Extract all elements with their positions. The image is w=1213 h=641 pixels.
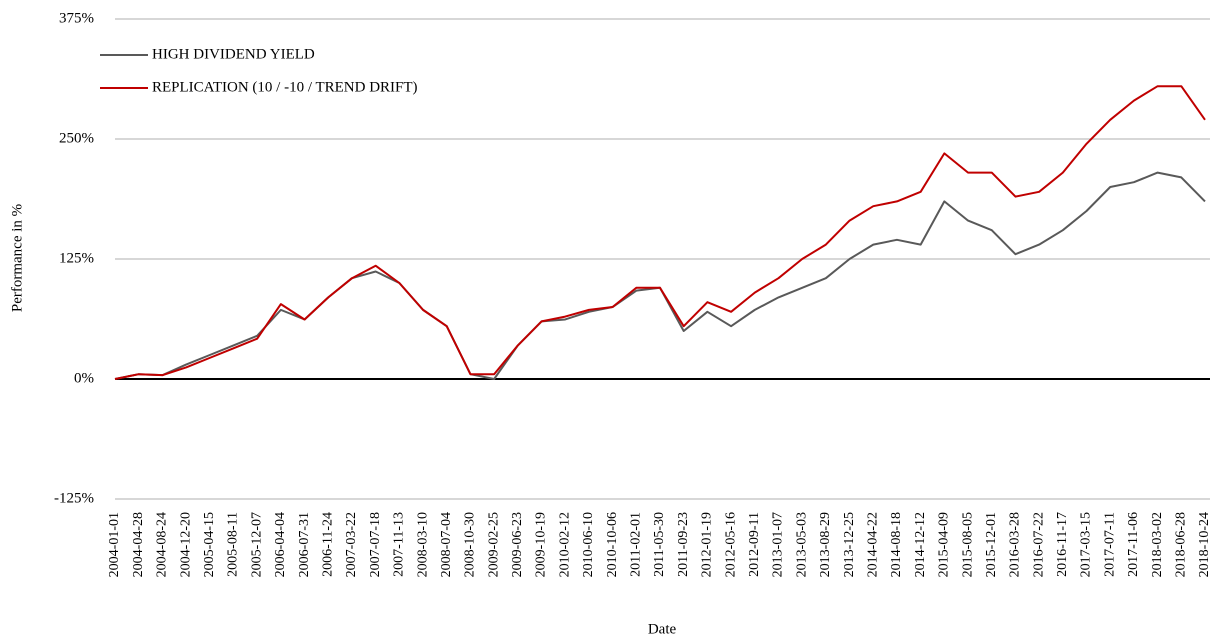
y-tick-label: 0% bbox=[74, 370, 94, 386]
x-tick-label: 2007-11-13 bbox=[392, 512, 407, 577]
x-tick-label: 2014-04-22 bbox=[865, 512, 880, 577]
legend-label: HIGH DIVIDEND YIELD bbox=[152, 46, 315, 62]
x-tick-label: 2008-10-30 bbox=[463, 512, 478, 577]
x-tick-label: 2013-08-29 bbox=[818, 512, 833, 577]
x-tick-label: 2011-02-01 bbox=[629, 512, 644, 577]
x-tick-label: 2012-01-19 bbox=[700, 512, 715, 577]
x-tick-label: 2014-12-12 bbox=[913, 512, 928, 577]
legend-label: REPLICATION (10 / -10 / TREND DRIFT) bbox=[152, 79, 418, 95]
x-tick-label: 2010-06-10 bbox=[581, 512, 596, 577]
x-tick-label: 2011-09-23 bbox=[676, 512, 691, 577]
x-tick-label: 2017-07-11 bbox=[1102, 512, 1117, 577]
x-tick-label: 2018-03-02 bbox=[1150, 512, 1165, 577]
x-tick-label: 2005-08-11 bbox=[226, 512, 241, 577]
x-tick-label: 2004-01-01 bbox=[107, 512, 122, 577]
x-tick-label: 2013-12-25 bbox=[842, 512, 857, 577]
x-tick-label: 2009-10-19 bbox=[534, 512, 549, 577]
y-tick-label: -125% bbox=[54, 490, 94, 506]
x-tick-label: 2015-04-09 bbox=[937, 512, 952, 577]
x-tick-label: 2017-11-06 bbox=[1126, 512, 1141, 577]
x-tick-label: 2008-07-04 bbox=[439, 512, 454, 577]
x-tick-label: 2015-08-05 bbox=[960, 512, 975, 577]
x-tick-label: 2005-12-07 bbox=[249, 512, 264, 577]
x-tick-label: 2014-08-18 bbox=[889, 512, 904, 577]
x-tick-label: 2012-09-11 bbox=[747, 512, 762, 577]
y-tick-label: 125% bbox=[59, 250, 94, 266]
x-tick-label: 2010-02-12 bbox=[557, 512, 572, 577]
x-tick-label: 2004-04-28 bbox=[131, 512, 146, 577]
x-tick-label: 2009-06-23 bbox=[510, 512, 525, 577]
x-tick-label: 2005-04-15 bbox=[202, 512, 217, 577]
x-tick-label: 2016-11-17 bbox=[1055, 512, 1070, 577]
x-tick-label: 2016-07-22 bbox=[1031, 512, 1046, 577]
x-tick-label: 2006-07-31 bbox=[297, 512, 312, 577]
x-tick-label: 2004-12-20 bbox=[178, 512, 193, 577]
x-tick-label: 2008-03-10 bbox=[415, 512, 430, 577]
series-line bbox=[114, 171, 1206, 380]
x-tick-label: 2009-02-25 bbox=[486, 512, 501, 577]
y-axis-label: Performance in % bbox=[9, 204, 25, 312]
x-tick-label: 2013-01-07 bbox=[771, 512, 786, 577]
x-tick-label: 2007-07-18 bbox=[368, 512, 383, 577]
x-tick-label: 2006-04-04 bbox=[273, 512, 288, 577]
x-axis-label: Date bbox=[648, 621, 677, 637]
y-tick-label: 375% bbox=[59, 10, 94, 26]
x-tick-label: 2018-10-24 bbox=[1197, 512, 1212, 577]
x-tick-label: 2016-03-28 bbox=[1008, 512, 1023, 577]
x-tick-label: 2011-05-30 bbox=[652, 512, 667, 577]
x-tick-label: 2017-03-15 bbox=[1079, 512, 1094, 577]
x-tick-label: 2010-10-06 bbox=[605, 512, 620, 577]
x-tick-label: 2015-12-01 bbox=[984, 512, 999, 577]
x-tick-label: 2012-05-16 bbox=[723, 512, 738, 577]
series-line bbox=[114, 85, 1206, 380]
x-tick-label: 2013-05-03 bbox=[794, 512, 809, 577]
y-tick-label: 250% bbox=[59, 130, 94, 146]
x-tick-label: 2006-11-24 bbox=[320, 512, 335, 577]
x-tick-label: 2018-06-28 bbox=[1174, 512, 1189, 577]
x-tick-label: 2007-03-22 bbox=[344, 512, 359, 577]
x-tick-label: 2004-08-24 bbox=[155, 512, 170, 577]
